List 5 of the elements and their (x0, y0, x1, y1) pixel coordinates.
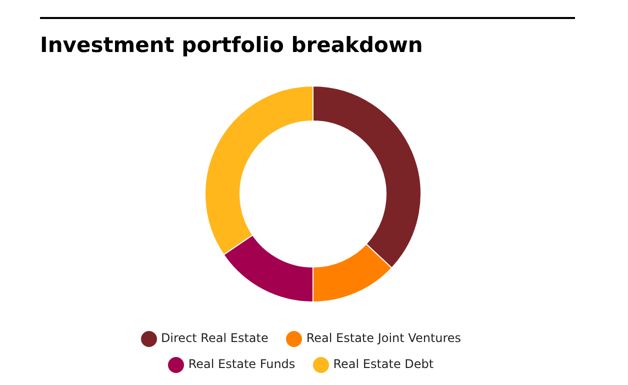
legend-label: Direct Real Estate (160, 331, 268, 345)
legend-label: Real Estate Funds (188, 357, 296, 371)
legend-label: Real Estate Debt (333, 357, 434, 371)
chart-title: Investment portfolio breakdown (40, 33, 423, 57)
legend-label: Real Estate Joint Ventures (306, 331, 462, 345)
